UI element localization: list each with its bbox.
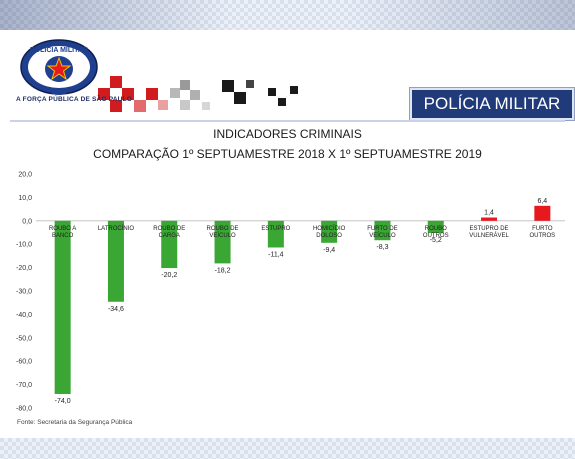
y-tick-label: -10,0 bbox=[16, 242, 32, 249]
y-tick-label: -80,0 bbox=[16, 406, 32, 413]
bar bbox=[321, 220, 338, 243]
category-label: LATROCÍNIO bbox=[98, 225, 135, 232]
data-label: -74,0 bbox=[55, 398, 71, 405]
data-label: -9,4 bbox=[323, 247, 335, 254]
category-label: ESTUPRO bbox=[261, 226, 290, 232]
policia-militar-badge: POLÍCIA MILITAR bbox=[410, 88, 574, 120]
y-tick-label: -40,0 bbox=[16, 312, 32, 319]
chart-subtitle: COMPARAÇÃO 1º SEPTUAMESTRE 2018 X 1º SEP… bbox=[93, 147, 482, 161]
checker-pixel-decoration bbox=[98, 76, 298, 112]
bar bbox=[481, 217, 498, 221]
top-decor-band bbox=[0, 0, 575, 30]
chart-title: INDICADORES CRIMINAIS bbox=[213, 127, 362, 141]
data-label: 6,4 bbox=[537, 198, 547, 205]
data-label: -34,6 bbox=[108, 306, 124, 313]
bar bbox=[427, 220, 444, 233]
category-label: ESTUPRO DE VULNERÁVEL bbox=[469, 226, 509, 239]
y-tick-label: 20,0 bbox=[18, 172, 32, 179]
y-tick-label: -30,0 bbox=[16, 289, 32, 296]
bar bbox=[267, 220, 284, 248]
y-tick-label: 10,0 bbox=[18, 195, 32, 202]
data-label: 1,4 bbox=[484, 210, 494, 217]
category-label: FURTO OUTROS bbox=[530, 226, 556, 239]
tagline: A FORÇA PÚBLICA DE SÃO PAULO bbox=[16, 96, 132, 103]
y-tick-label: -20,0 bbox=[16, 265, 32, 272]
data-label: -5,2 bbox=[430, 237, 442, 244]
source-note: Fonte: Secretaria da Segurança Pública bbox=[17, 419, 133, 426]
police-badge-logo: POLÍCIA MILITAR bbox=[20, 39, 98, 95]
y-tick-label: -70,0 bbox=[16, 382, 32, 389]
bottom-decor-band bbox=[0, 438, 575, 459]
bar bbox=[374, 220, 391, 241]
y-tick-label: -60,0 bbox=[16, 359, 32, 366]
bar bbox=[161, 220, 178, 269]
header-divider bbox=[10, 120, 565, 122]
category-label: ROUBO OUTROS bbox=[423, 226, 449, 239]
data-label: -8,3 bbox=[376, 244, 388, 251]
bar bbox=[534, 205, 551, 221]
category-label: ROUBO DE VEÍCULO bbox=[207, 226, 239, 239]
category-label: ROUBO DE CARGA bbox=[153, 226, 185, 239]
category-label: ROUBO A BANCO bbox=[49, 226, 76, 239]
y-tick-label: -50,0 bbox=[16, 335, 32, 342]
bar bbox=[214, 220, 231, 264]
data-label: -18,2 bbox=[215, 267, 231, 274]
bar bbox=[107, 220, 124, 302]
bar bbox=[54, 220, 71, 394]
data-label: -11,4 bbox=[268, 251, 284, 258]
y-tick-label: 0,0 bbox=[22, 218, 32, 225]
data-label: -20,2 bbox=[161, 272, 177, 279]
logo-text: POLÍCIA MILITAR bbox=[30, 45, 88, 54]
category-label: HOMICÍDIO DOLOSO bbox=[313, 225, 346, 239]
category-label: FURTO DE VEÍCULO bbox=[367, 226, 397, 239]
